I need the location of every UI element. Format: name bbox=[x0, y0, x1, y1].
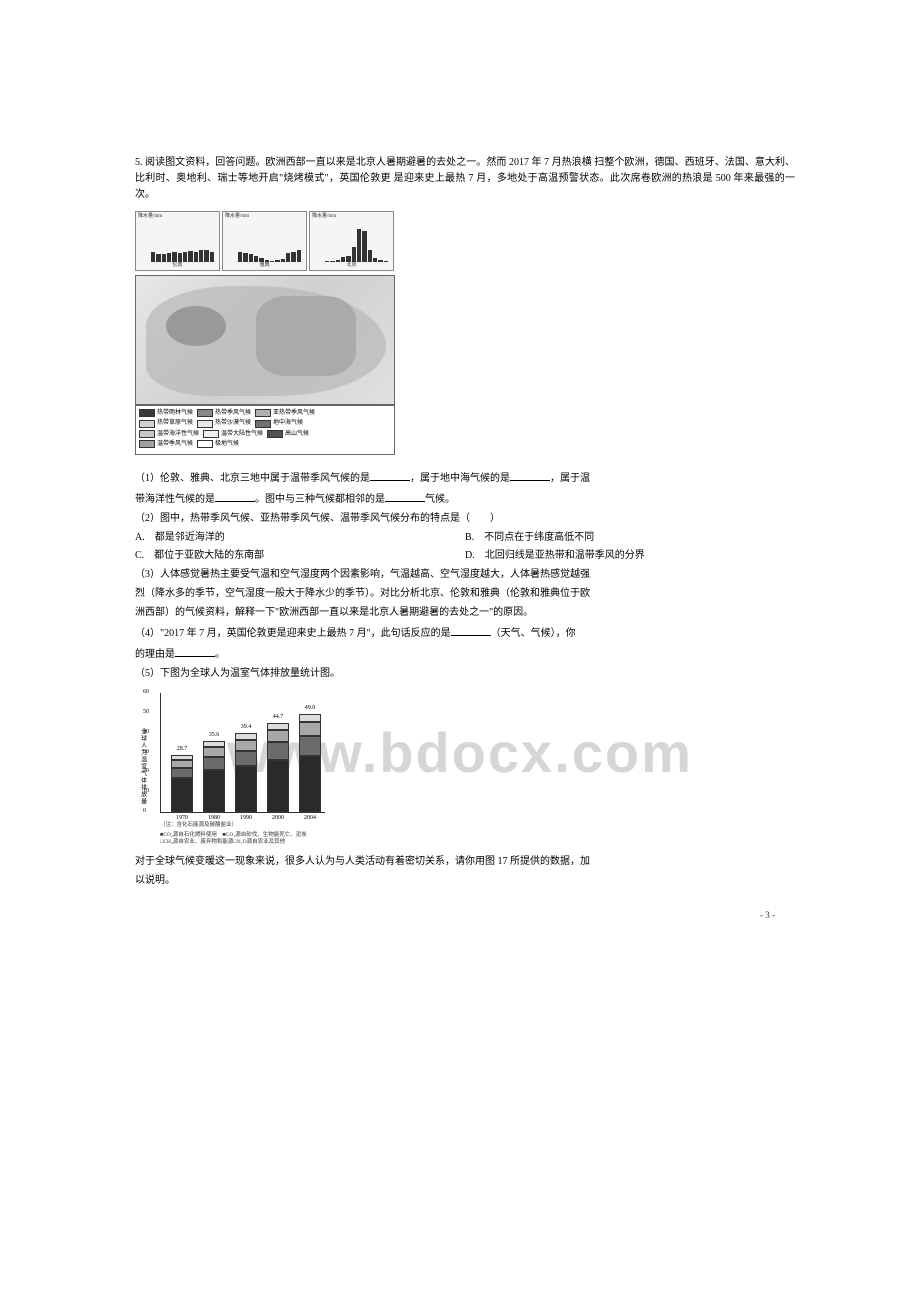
bar-1980: 35.6 1980 bbox=[203, 741, 225, 812]
option-b[interactable]: B. 不同点在于纬度高低不同 bbox=[465, 530, 795, 546]
x-label: 1990 bbox=[235, 814, 257, 824]
blank-field[interactable] bbox=[175, 645, 215, 657]
y-tick: 10 bbox=[143, 787, 149, 797]
map-legend: 热带雨林气候 热带季风气候 亚热带季风气候 热带草原气候 热带沙漠气候 地中海气… bbox=[135, 405, 395, 455]
question-4: （4）"2017 年 7 月，英国伦敦更是迎来史上最热 7 月"，此句话反应的是… bbox=[135, 624, 795, 642]
legend-label: 高山气候 bbox=[285, 430, 309, 438]
blank-field[interactable] bbox=[385, 490, 425, 502]
legend-label: 热带沙漠气候 bbox=[215, 419, 251, 427]
chart-axis-label: 降水量/mm bbox=[138, 213, 162, 221]
legend-line-2: □CH₄源自农业、废弃物和能源□N₂O源自农业及其他 bbox=[160, 839, 307, 846]
question-3c: 洲西部）的气候资料，解释一下"欧洲西部一直以来是北京人暑期避暑的去处之一"的原因… bbox=[135, 605, 795, 621]
eurasia-climate-map bbox=[135, 275, 395, 405]
final-line-1: 对于全球气候变暖这一现象来说，很多人认为与人类活动有着密切关系，请你用图 17 … bbox=[135, 854, 795, 870]
bar-value: 44.7 bbox=[267, 713, 289, 723]
q4-text-b: （天气、气候），你 bbox=[491, 628, 576, 639]
question-1-cont: 带海洋性气候的是 。图中与三种气候都相邻的是 气候。 bbox=[135, 490, 795, 508]
legend-label: 热带雨林气候 bbox=[157, 409, 193, 417]
option-d[interactable]: D. 北回归线是亚热带和温带季风的分界 bbox=[465, 548, 795, 564]
chart-note: （注：含化石能源及碳酸盐业） bbox=[160, 821, 237, 830]
bar-value: 49.0 bbox=[299, 704, 321, 714]
q1-text-f: 气候。 bbox=[425, 494, 455, 505]
legend-label: 温带季风气候 bbox=[157, 440, 193, 448]
question-3b: 烈（降水多的季节，空气湿度一般大于降水少的季节）。对比分析北京、伦敦和雅典（伦敦… bbox=[135, 586, 795, 602]
blank-field[interactable] bbox=[510, 469, 550, 481]
x-label: 2000 bbox=[267, 814, 289, 824]
bar-1970: 28.7 1970 bbox=[171, 755, 193, 812]
option-c[interactable]: C. 都位于亚欧大陆的东南部 bbox=[135, 548, 465, 564]
final-line-2: 以说明。 bbox=[135, 873, 795, 889]
climate-mini-charts: 降水量/mm 伦敦 降水量/mm 雅典 降水量/mm 北京 bbox=[135, 211, 400, 271]
emissions-bar-chart: 全球人为温室气体排放量 60 50 40 30 20 10 0 28.7 197… bbox=[135, 688, 335, 848]
q1-text-d: 带海洋性气候的是 bbox=[135, 494, 215, 505]
legend-label: 温带大陆性气候 bbox=[221, 430, 263, 438]
bar-2004: 49.0 2004 bbox=[299, 714, 321, 812]
legend-label: 极地气候 bbox=[215, 440, 239, 448]
options-row-1: A. 都是邻近海洋的 B. 不同点在于纬度高低不同 bbox=[135, 530, 795, 546]
legend-label: 温带海洋性气候 bbox=[157, 430, 199, 438]
options-row-2: C. 都位于亚欧大陆的东南部 D. 北回归线是亚热带和温带季风的分界 bbox=[135, 548, 795, 564]
q4-text-a: （4）"2017 年 7 月，英国伦敦更是迎来史上最热 7 月"，此句话反应的是 bbox=[135, 628, 451, 639]
city-label-athens: 雅典 bbox=[223, 262, 306, 270]
legend-label: 地中海气候 bbox=[273, 419, 303, 427]
bar-1990: 39.4 1990 bbox=[235, 733, 257, 812]
q4-text-d: 。 bbox=[215, 649, 225, 660]
question-3a: （3）人体感觉暑热主要受气温和空气湿度两个因素影响，气温越高、空气湿度越大，人体… bbox=[135, 567, 795, 583]
y-tick: 40 bbox=[143, 728, 149, 738]
q1-text-a: （1）伦敦、雅典、北京三地中属于温带季风气候的是 bbox=[135, 473, 370, 484]
legend-label: 亚热带季风气候 bbox=[273, 409, 315, 417]
legend-label: 热带季风气候 bbox=[215, 409, 251, 417]
city-label-beijing: 北京 bbox=[310, 262, 393, 270]
question-1: （1）伦敦、雅典、北京三地中属于温带季风气候的是 ，属于地中海气候的是 ，属于温 bbox=[135, 469, 795, 487]
q4-text-c: 的理由是 bbox=[135, 649, 175, 660]
intro-line-1: 5. 阅读图文资料，回答问题。欧洲西部一直以来是北京人暑期避暑的去处之一。然而 … bbox=[135, 157, 592, 168]
bar-2000: 44.7 2000 bbox=[267, 723, 289, 812]
question-5: （5）下图为全球人为温室气体排放量统计图。 bbox=[135, 666, 795, 682]
climate-figure: 降水量/mm 伦敦 降水量/mm 雅典 降水量/mm 北京 bbox=[135, 211, 400, 461]
option-a[interactable]: A. 都是邻近海洋的 bbox=[135, 530, 465, 546]
beijing-chart: 降水量/mm 北京 bbox=[309, 211, 394, 271]
bar-value: 35.6 bbox=[203, 731, 225, 741]
legend-label: 热带草原气候 bbox=[157, 419, 193, 427]
chart-axis-label: 降水量/mm bbox=[312, 213, 336, 221]
chart-legend: ■CO₂源自石化燃料使用 ■CO₂源自砍伐、生物能死亡、泥炭 □CH₄源自农业、… bbox=[160, 832, 307, 846]
blank-field[interactable] bbox=[370, 469, 410, 481]
question-intro: 5. 阅读图文资料，回答问题。欧洲西部一直以来是北京人暑期避暑的去处之一。然而 … bbox=[135, 155, 795, 203]
chart-axis-label: 降水量/mm bbox=[225, 213, 249, 221]
athens-chart: 降水量/mm 雅典 bbox=[222, 211, 307, 271]
question-2: （2）图中，热带季风气候、亚热带季风气候、温带季风气候分布的特点是（ ） bbox=[135, 511, 795, 527]
page-number: - 3 - bbox=[760, 910, 775, 920]
blank-field[interactable] bbox=[451, 624, 491, 636]
bar-value: 28.7 bbox=[171, 745, 193, 755]
question-4-cont: 的理由是 。 bbox=[135, 645, 795, 663]
legend-line-1: ■CO₂源自石化燃料使用 ■CO₂源自砍伐、生物能死亡、泥炭 bbox=[160, 832, 307, 839]
y-tick: 0 bbox=[143, 807, 146, 817]
x-label: 2004 bbox=[299, 814, 321, 824]
q1-text-b: ，属于地中海气候的是 bbox=[410, 473, 510, 484]
y-tick: 60 bbox=[143, 688, 149, 698]
london-chart: 降水量/mm 伦敦 bbox=[135, 211, 220, 271]
bar-value: 39.4 bbox=[235, 723, 257, 733]
q1-text-c: ，属于温 bbox=[550, 473, 590, 484]
document-page: 5. 阅读图文资料，回答问题。欧洲西部一直以来是北京人暑期避暑的去处之一。然而 … bbox=[135, 155, 795, 892]
chart-plot-area: 60 50 40 30 20 10 0 28.7 1970 35.6 198 bbox=[160, 693, 325, 813]
q1-text-e: 。图中与三种气候都相邻的是 bbox=[255, 494, 385, 505]
blank-field[interactable] bbox=[215, 490, 255, 502]
y-tick: 50 bbox=[143, 708, 149, 718]
city-label-london: 伦敦 bbox=[136, 262, 219, 270]
y-tick: 20 bbox=[143, 767, 149, 777]
y-tick: 30 bbox=[143, 748, 149, 758]
